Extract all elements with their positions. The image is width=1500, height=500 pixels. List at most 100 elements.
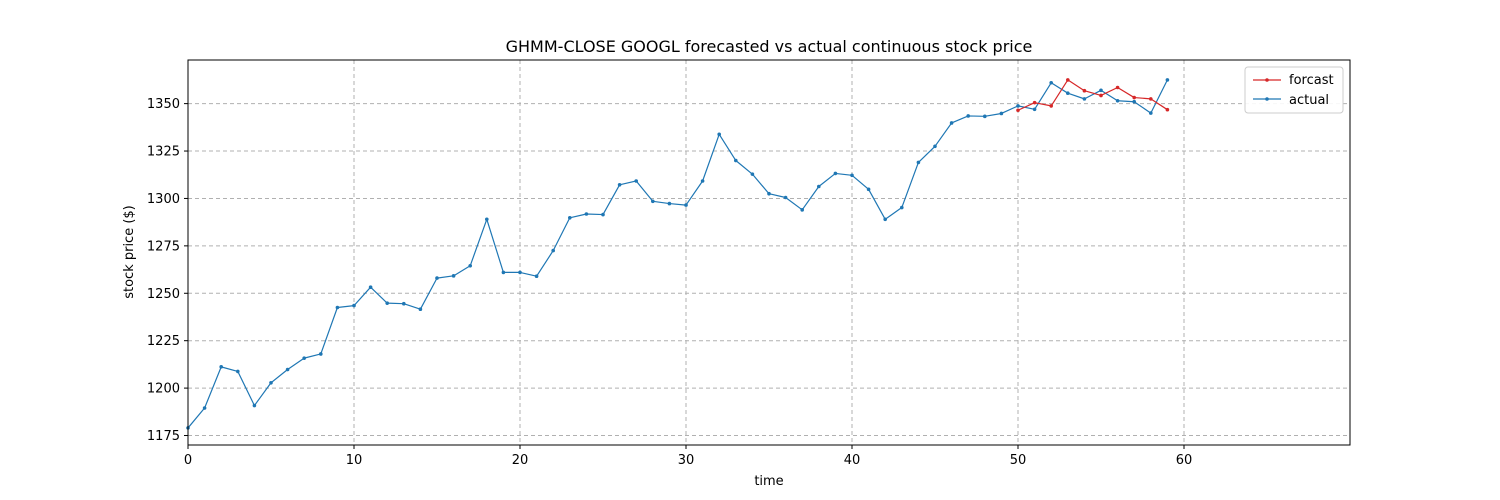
- data-point-actual: [734, 158, 738, 163]
- data-point-forcast: [1016, 108, 1020, 113]
- data-point-actual: [933, 144, 937, 149]
- data-point-actual: [468, 263, 473, 268]
- legend-box: [1244, 66, 1344, 114]
- data-point-actual: [1082, 97, 1087, 101]
- data-point-actual: [285, 367, 290, 372]
- y-tick-label: 1175: [147, 429, 180, 444]
- data-point-actual: [402, 301, 406, 306]
- data-point-actual: [501, 270, 506, 275]
- data-point-actual: [451, 274, 456, 278]
- data-point-actual: [335, 305, 340, 310]
- data-point-actual: [999, 111, 1004, 116]
- data-point-actual: [584, 212, 589, 216]
- x-tick-label: 50: [1010, 453, 1027, 468]
- data-point-actual: [485, 217, 489, 222]
- data-point-actual: [568, 215, 572, 220]
- data-point-actual: [352, 303, 356, 308]
- data-point-actual: [966, 114, 970, 118]
- data-point-actual: [252, 403, 257, 408]
- data-point-actual: [684, 203, 688, 207]
- grid: [188, 60, 1350, 445]
- data-point-actual: [634, 179, 638, 183]
- data-point-actual: [601, 212, 605, 217]
- legend: forcast actual: [1244, 66, 1344, 114]
- data-point-actual: [700, 179, 705, 183]
- data-point-actual: [983, 114, 987, 119]
- data-point-actual: [269, 380, 273, 385]
- legend-marker-forcast: [1265, 78, 1269, 82]
- data-point-actual: [900, 205, 904, 210]
- data-point-actual: [1016, 104, 1020, 108]
- series-line-actual: [187, 79, 1168, 429]
- data-point-actual: [817, 184, 821, 189]
- data-point-actual: [319, 352, 323, 356]
- x-tick-label: 0: [184, 453, 192, 468]
- y-tick-label: 1325: [147, 145, 180, 160]
- series-layer: [186, 78, 1170, 430]
- data-point-forcast: [1032, 100, 1037, 105]
- data-point-forcast: [1165, 107, 1170, 112]
- data-point-actual: [1099, 88, 1103, 93]
- data-point-forcast: [1149, 97, 1153, 101]
- data-point-forcast: [1115, 85, 1120, 90]
- data-point-actual: [800, 208, 804, 212]
- legend-label-actual: actual: [1289, 93, 1329, 108]
- data-point-forcast: [1049, 104, 1053, 108]
- data-point-actual: [518, 270, 522, 275]
- chart-title: GHMM-CLOSE GOOGL forecasted vs actual co…: [506, 37, 1033, 56]
- data-point-forcast: [1066, 78, 1070, 82]
- y-tick-label: 1250: [147, 287, 180, 302]
- data-point-actual: [1066, 91, 1070, 95]
- ticks: 0 10 20 30 40 50 60 1175 1200 1225 1250 1275 1300 132…: [147, 97, 1192, 468]
- data-point-actual: [385, 301, 390, 305]
- data-point-actual: [1032, 107, 1037, 112]
- data-point-actual: [651, 199, 655, 204]
- y-tick-label: 1200: [147, 382, 180, 397]
- data-point-actual: [551, 248, 555, 253]
- data-point-actual: [1049, 80, 1053, 85]
- data-point-actual: [617, 182, 622, 187]
- data-point-actual: [202, 406, 207, 410]
- data-point-forcast: [1099, 93, 1103, 98]
- data-point-actual: [368, 285, 373, 290]
- series-line-forcast: [1017, 79, 1168, 111]
- data-point-actual: [302, 356, 307, 360]
- data-point-actual: [418, 307, 423, 312]
- data-point-actual: [219, 365, 223, 369]
- data-point-actual: [750, 172, 755, 176]
- legend-marker-actual: [1265, 97, 1269, 101]
- data-point-actual: [1115, 98, 1120, 103]
- x-tick-label: 40: [844, 453, 861, 468]
- data-point-actual: [850, 173, 854, 178]
- y-tick-label: 1225: [147, 334, 180, 349]
- data-point-actual: [833, 171, 838, 176]
- plot-frame: [187, 59, 1351, 446]
- data-point-actual: [717, 132, 721, 137]
- data-point-actual: [435, 276, 439, 280]
- y-tick-label: 1300: [147, 192, 180, 207]
- data-point-forcast: [1132, 95, 1136, 100]
- data-point-actual: [767, 191, 771, 196]
- data-point-actual: [534, 274, 539, 279]
- legend-label-forcast: forcast: [1289, 73, 1334, 88]
- data-point-actual: [1165, 78, 1170, 82]
- data-point-actual: [949, 121, 954, 125]
- data-point-actual: [667, 201, 672, 206]
- y-axis-label: stock price ($): [122, 205, 137, 299]
- data-point-actual: [883, 217, 887, 222]
- y-tick-label: 1350: [147, 97, 180, 112]
- data-point-forcast: [1082, 88, 1087, 93]
- data-point-actual: [916, 160, 921, 165]
- data-point-actual: [783, 195, 788, 200]
- y-tick-label: 1275: [147, 239, 180, 254]
- x-tick-label: 10: [346, 453, 363, 468]
- x-tick-label: 60: [1176, 453, 1193, 468]
- x-tick-label: 20: [512, 453, 529, 468]
- x-axis-label: time: [754, 474, 783, 489]
- data-point-actual: [866, 187, 871, 192]
- x-tick-label: 30: [678, 453, 695, 468]
- data-point-actual: [1149, 111, 1153, 115]
- data-point-actual: [1132, 99, 1136, 104]
- data-point-actual: [236, 369, 240, 374]
